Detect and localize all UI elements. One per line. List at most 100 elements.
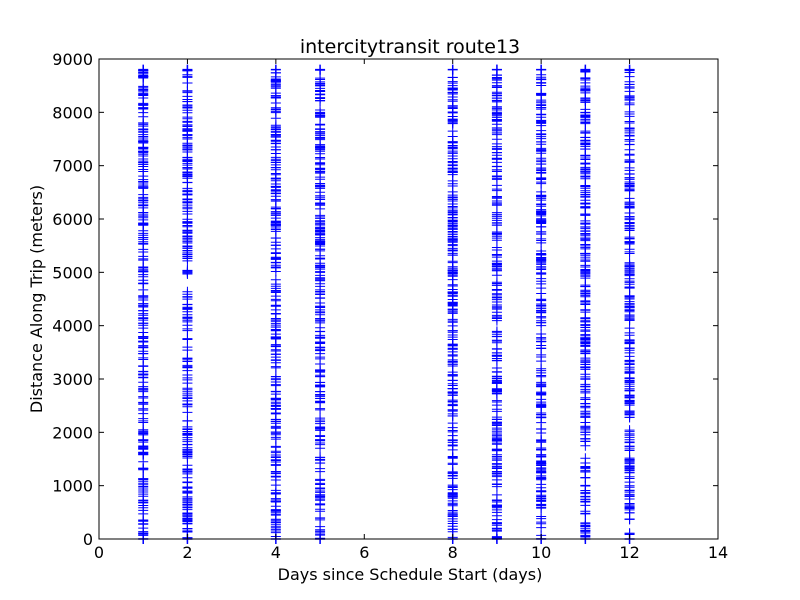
- data-point: [580, 381, 591, 392]
- data-point: [270, 379, 281, 390]
- data-point: [182, 334, 193, 345]
- series-day-10: [536, 64, 547, 544]
- data-point: [138, 497, 149, 508]
- data-point: [580, 494, 591, 505]
- data-point: [182, 266, 193, 277]
- data-point: [580, 198, 591, 209]
- data-point: [491, 362, 502, 373]
- data-point: [536, 473, 547, 484]
- data-point: [182, 374, 193, 385]
- data-point: [491, 400, 502, 411]
- data-point: [315, 512, 326, 523]
- data-point: [580, 305, 591, 316]
- data-point: [624, 395, 635, 406]
- data-point: [580, 402, 591, 413]
- data-point: [536, 356, 547, 367]
- data-point: [182, 217, 193, 228]
- data-point: [580, 345, 591, 356]
- x-tick-label: 14: [708, 543, 728, 562]
- data-point: [536, 90, 547, 101]
- data-point: [315, 275, 326, 286]
- data-point: [182, 144, 193, 155]
- data-point: [447, 102, 458, 113]
- data-point: [447, 418, 458, 429]
- data-point: [624, 434, 635, 445]
- data-point: [536, 458, 547, 469]
- series-day-5: [315, 64, 326, 544]
- data-point: [270, 407, 281, 418]
- data-point: [138, 428, 149, 439]
- data-point: [270, 389, 281, 400]
- data-point: [138, 266, 149, 277]
- data-point: [624, 302, 635, 313]
- data-point: [270, 169, 281, 180]
- data-point: [182, 482, 193, 493]
- data-point: [491, 500, 502, 511]
- data-point: [270, 504, 281, 515]
- data-point: [624, 499, 635, 510]
- series-day-12: [624, 64, 635, 544]
- data-point: [580, 332, 591, 343]
- data-point: [580, 97, 591, 108]
- chart-title: intercitytransit route13: [300, 36, 520, 58]
- data-point: [182, 320, 193, 331]
- data-point: [270, 253, 281, 264]
- y-tick-label: 7000: [52, 157, 93, 176]
- data-point: [580, 424, 591, 435]
- y-tick-label: 0: [83, 530, 93, 549]
- data-point: [624, 118, 635, 129]
- data-point: [580, 117, 591, 128]
- data-point: [315, 126, 326, 137]
- data-point: [315, 396, 326, 407]
- data-point: [447, 151, 458, 162]
- data-point: [491, 174, 502, 185]
- data-point: [315, 73, 326, 84]
- data-point: [447, 297, 458, 308]
- data-point: [138, 484, 149, 495]
- data-point: [138, 391, 149, 402]
- data-point: [447, 378, 458, 389]
- data-point: [536, 235, 547, 246]
- data-point: [624, 150, 635, 161]
- data-point: [624, 261, 635, 272]
- data-point: [536, 336, 547, 347]
- data-point: [491, 459, 502, 470]
- data-point: [536, 115, 547, 126]
- data-point: [182, 227, 193, 238]
- data-point: [624, 315, 635, 326]
- data-point: [270, 113, 281, 124]
- data-point: [491, 209, 502, 220]
- data-point: [536, 307, 547, 318]
- data-point: [182, 499, 193, 510]
- data-point: [270, 441, 281, 452]
- data-point: [580, 480, 591, 491]
- data-point: [138, 473, 149, 484]
- x-tick-label: 2: [182, 543, 192, 562]
- data-point: [138, 159, 149, 170]
- data-point: [138, 290, 149, 301]
- data-point: [580, 218, 591, 229]
- data-point: [447, 346, 458, 357]
- data-point: [491, 231, 502, 242]
- data-point: [447, 118, 458, 129]
- data-point: [580, 150, 591, 161]
- data-point: [491, 468, 502, 479]
- data-point: [138, 232, 149, 243]
- data-point: [182, 516, 193, 527]
- data-point: [315, 203, 326, 214]
- data-point: [447, 387, 458, 398]
- data-point: [580, 295, 591, 306]
- data-point: [624, 185, 635, 196]
- data-point: [182, 460, 193, 471]
- data-point: [182, 434, 193, 445]
- data-point: [624, 93, 635, 104]
- data-point: [138, 209, 149, 220]
- data-point: [315, 222, 326, 233]
- data-point: [624, 373, 635, 384]
- data-point: [536, 493, 547, 504]
- data-point: [624, 343, 635, 354]
- data-point: [315, 466, 326, 477]
- data-point: [447, 175, 458, 186]
- data-point: [315, 422, 326, 433]
- data-point: [447, 209, 458, 220]
